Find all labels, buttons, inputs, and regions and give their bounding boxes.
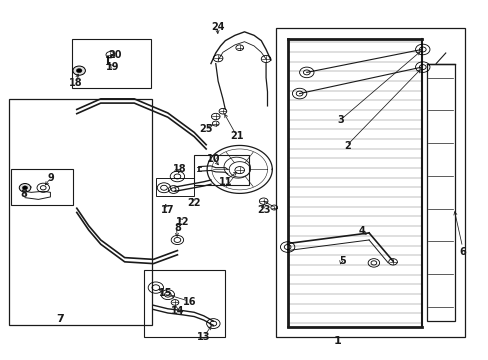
Bar xyxy=(11,170,73,205)
Text: 19: 19 xyxy=(106,62,119,72)
Text: 8: 8 xyxy=(174,222,181,233)
Text: 22: 22 xyxy=(187,198,201,208)
Bar xyxy=(143,270,225,337)
Text: 23: 23 xyxy=(256,205,270,215)
Text: 7: 7 xyxy=(56,314,64,324)
Bar xyxy=(275,28,464,337)
Text: 9: 9 xyxy=(47,173,54,183)
Bar xyxy=(426,64,454,321)
Circle shape xyxy=(76,68,82,73)
Text: 21: 21 xyxy=(230,131,244,141)
Text: 13: 13 xyxy=(197,332,210,342)
Text: 12: 12 xyxy=(175,217,188,227)
Text: 15: 15 xyxy=(158,288,172,298)
Text: 3: 3 xyxy=(336,115,343,125)
Circle shape xyxy=(22,186,27,190)
Text: 18: 18 xyxy=(69,78,82,88)
Bar xyxy=(194,155,249,185)
Circle shape xyxy=(73,66,85,75)
Text: 10: 10 xyxy=(206,154,220,164)
Bar xyxy=(9,99,152,325)
Text: 17: 17 xyxy=(161,205,174,215)
Text: 16: 16 xyxy=(182,297,196,307)
Text: 4: 4 xyxy=(358,226,365,236)
Text: 5: 5 xyxy=(339,256,346,266)
Bar xyxy=(156,178,194,196)
Text: 1: 1 xyxy=(333,336,341,346)
Bar xyxy=(72,39,151,88)
Text: 6: 6 xyxy=(458,247,465,257)
Text: 20: 20 xyxy=(108,50,122,60)
Text: 25: 25 xyxy=(199,124,212,134)
Text: 14: 14 xyxy=(170,306,184,315)
Circle shape xyxy=(19,184,31,192)
Text: 24: 24 xyxy=(211,22,224,32)
Text: 18: 18 xyxy=(173,165,186,174)
Text: 11: 11 xyxy=(218,177,232,187)
Text: 2: 2 xyxy=(344,141,350,152)
Text: 8: 8 xyxy=(20,189,27,199)
